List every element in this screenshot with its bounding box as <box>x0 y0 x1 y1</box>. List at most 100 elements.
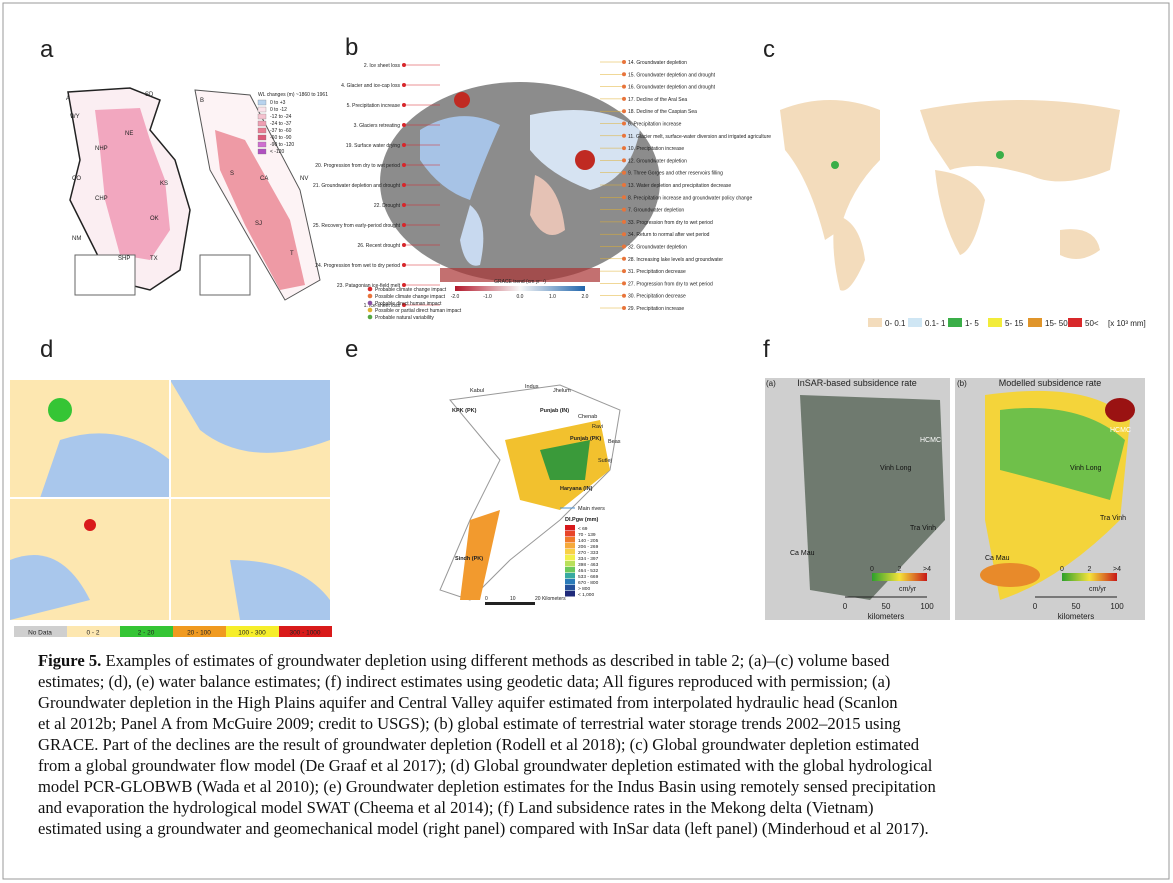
legend-label: < 69 <box>578 526 588 532</box>
colorbar <box>1062 573 1117 581</box>
label: Ravi <box>592 424 603 430</box>
label: DI.Pgw (mm) <box>565 517 598 523</box>
annotation-dot <box>402 143 406 147</box>
annotation-dot <box>622 158 626 163</box>
annotation: 27. Progression from dry to wet period <box>628 281 713 287</box>
legend-dot <box>367 286 373 292</box>
label: Vinh Long <box>880 465 912 472</box>
label: TX <box>150 256 158 262</box>
tick-label: 1.0 <box>549 294 556 300</box>
legend-swatch <box>565 579 575 585</box>
legend-label: 0 to -12 <box>270 107 287 113</box>
caption: Figure 5. Examples of estimates of groun… <box>38 650 1148 839</box>
caption-line: estimates; (d), (e) water balance estima… <box>38 671 1148 692</box>
legend-swatch <box>565 585 575 591</box>
tick-label: 2.0 <box>582 294 589 300</box>
annotation: 7. Groundwater depletion <box>628 208 684 214</box>
annotation-dot <box>622 293 626 298</box>
annotation-dot <box>622 269 626 274</box>
annotation-dot <box>402 263 406 267</box>
annotation-dot <box>402 283 406 287</box>
legend-label: 0 to +3 <box>270 100 286 106</box>
label: WL changes (m) ~1860 to 1961 <box>258 92 328 98</box>
legend-label: 2 - 20 <box>138 630 155 637</box>
annotation: 5. Precipitation increase <box>347 103 401 109</box>
legend-label: 100 - 300 <box>238 630 266 637</box>
legend-label: < -120 <box>270 149 285 155</box>
legend-label: 15- 50 <box>1045 319 1068 328</box>
legend-swatch <box>173 626 226 637</box>
label: Chenab <box>578 414 597 420</box>
label: Haryana (IN) <box>560 486 593 492</box>
legend-label: -90 to -120 <box>270 142 294 148</box>
legend-swatch <box>257 99 267 106</box>
annotation: 15. Groundwater depletion and drought <box>628 72 716 78</box>
label: NHP <box>95 146 108 152</box>
legend-label: -24 to -37 <box>270 121 292 127</box>
scale-label: 20 Kilometers <box>535 596 566 602</box>
annotation: 6. Precipitation increase <box>628 122 682 128</box>
tick-label: 0 <box>1060 566 1064 573</box>
legend-dot <box>367 307 373 313</box>
caption-text: GRACE. Part of the declines are the resu… <box>38 735 920 754</box>
annotation-dot <box>622 146 626 151</box>
annotation: 8. Precipitation increase and groundwate… <box>628 195 752 201</box>
legend-swatch <box>565 555 575 561</box>
label: Punjab (PK) <box>570 436 601 442</box>
caption-text: from a global groundwater flow model (De… <box>38 756 933 775</box>
annotation-dot <box>402 303 406 307</box>
caption-line: and evaporation the hydrological model S… <box>38 797 1148 818</box>
legend-swatch <box>868 318 882 327</box>
legend-swatch <box>226 626 279 637</box>
annotation-dot <box>402 123 406 127</box>
annotation: 17. Decline of the Aral Sea <box>628 97 687 103</box>
legend-label: -60 to -90 <box>270 135 292 141</box>
annotation-dot <box>622 281 626 286</box>
legend-label: -37 to -60 <box>270 128 292 134</box>
label: OK <box>150 216 159 222</box>
label: Punjab (IN) <box>540 408 569 414</box>
legend-swatch <box>565 567 575 573</box>
legend-swatch <box>1028 318 1042 327</box>
label: Sutlej <box>598 458 612 464</box>
annotation-dot <box>622 232 626 237</box>
label: SJ <box>255 221 262 227</box>
legend-label: 206 - 269 <box>578 544 599 550</box>
legend-swatch <box>257 127 267 134</box>
label: NV <box>300 176 308 182</box>
label: Jhelum <box>553 388 571 394</box>
label: Kabul <box>470 388 484 394</box>
annotation-dot <box>402 203 406 207</box>
annotation: 4. Glacier and ice-cap loss <box>341 83 400 89</box>
legend-swatch <box>279 626 332 637</box>
legend-label: Probable natural variability <box>375 315 434 321</box>
legend-swatch <box>908 318 922 327</box>
colorbar <box>872 573 927 581</box>
label: Sindh (PK) <box>455 556 483 562</box>
legend-swatch <box>257 134 267 141</box>
legend-label: 464 - 532 <box>578 568 599 574</box>
label: kilometers <box>868 612 904 621</box>
annotation: 3. Glaciers retreating <box>354 123 401 129</box>
legend-swatch <box>565 573 575 579</box>
label: (b) <box>957 379 967 388</box>
annotation-dot <box>622 133 626 138</box>
caption-text: and evaporation the hydrological model S… <box>38 798 874 817</box>
legend-swatch <box>565 543 575 549</box>
legend-label: Probable direct human impact <box>375 301 442 307</box>
label: InSAR-based subsidence rate <box>797 378 917 388</box>
annotation-dot <box>622 306 626 310</box>
legend-swatch <box>565 549 575 555</box>
annotation: 10. Precipitation increase <box>628 146 684 152</box>
caption-text: Groundwater depletion in the High Plains… <box>38 693 898 712</box>
caption-text: Examples of estimates of groundwater dep… <box>101 651 890 670</box>
panel-letter: d <box>40 336 53 363</box>
annotation: 23. Patagonian ice-field melt <box>337 283 401 289</box>
annotation: 11. Glacier melt, surface-water diversio… <box>628 134 771 140</box>
tick-label: -1.0 <box>483 294 492 300</box>
legend-label: 140 - 205 <box>578 538 599 544</box>
label: CA <box>260 176 268 182</box>
label: HCMC <box>1110 427 1131 434</box>
legend-swatch <box>565 525 575 531</box>
